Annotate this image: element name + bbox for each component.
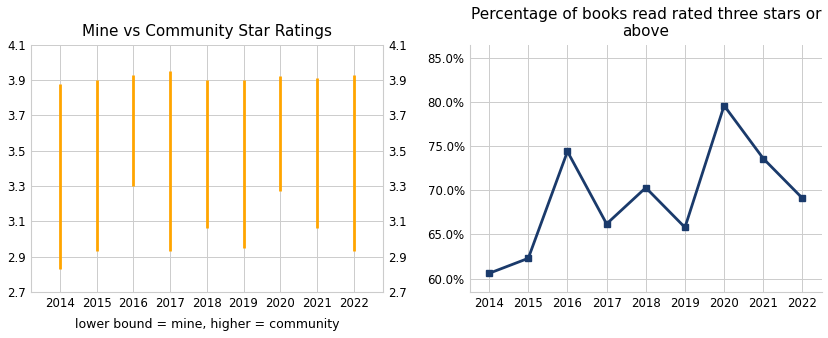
X-axis label: lower bound = mine, higher = community: lower bound = mine, higher = community bbox=[75, 318, 339, 331]
Title: Mine vs Community Star Ratings: Mine vs Community Star Ratings bbox=[82, 24, 331, 39]
Title: Percentage of books read rated three stars or
above: Percentage of books read rated three sta… bbox=[470, 7, 820, 39]
